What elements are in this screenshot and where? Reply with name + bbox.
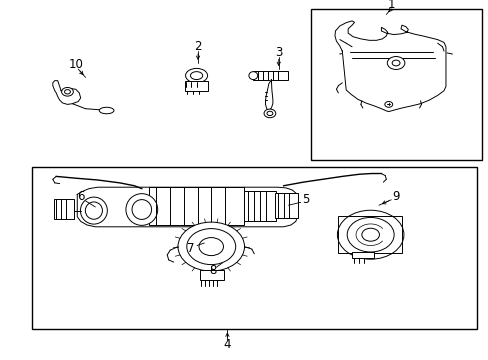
Circle shape [266, 111, 272, 116]
Polygon shape [53, 81, 81, 104]
Ellipse shape [80, 197, 107, 224]
Bar [274, 193, 298, 218]
Circle shape [361, 228, 379, 241]
Bar [149, 187, 244, 225]
Circle shape [61, 87, 73, 96]
Ellipse shape [185, 68, 207, 83]
Text: 6: 6 [77, 190, 84, 203]
Ellipse shape [190, 72, 203, 80]
Polygon shape [265, 80, 272, 111]
Circle shape [384, 102, 392, 107]
Circle shape [386, 57, 404, 69]
Circle shape [199, 238, 223, 256]
Text: 8: 8 [208, 264, 216, 277]
Bar [338, 216, 401, 253]
Text: 7: 7 [186, 242, 194, 255]
Ellipse shape [132, 199, 151, 220]
Circle shape [178, 222, 244, 271]
Circle shape [264, 109, 275, 118]
Text: 9: 9 [391, 190, 399, 203]
Bar [184, 81, 208, 91]
Polygon shape [77, 187, 297, 227]
Text: 2: 2 [194, 40, 202, 53]
Ellipse shape [99, 107, 114, 114]
Ellipse shape [85, 202, 102, 219]
Circle shape [346, 217, 393, 252]
Circle shape [337, 210, 403, 259]
Text: 4: 4 [223, 338, 231, 351]
Bar [310, 9, 481, 160]
Bar [253, 71, 287, 80]
Text: 3: 3 [274, 46, 282, 59]
Text: 5: 5 [301, 193, 309, 206]
Circle shape [391, 60, 399, 66]
Bar [32, 167, 476, 329]
Text: 10: 10 [68, 58, 83, 71]
Bar [54, 199, 74, 219]
Bar [244, 191, 276, 221]
Bar [199, 270, 224, 280]
Polygon shape [334, 21, 445, 112]
Circle shape [186, 229, 235, 265]
Text: 1: 1 [386, 0, 394, 11]
Bar [351, 252, 373, 258]
Ellipse shape [248, 72, 257, 80]
Ellipse shape [125, 194, 157, 225]
Circle shape [64, 90, 70, 94]
